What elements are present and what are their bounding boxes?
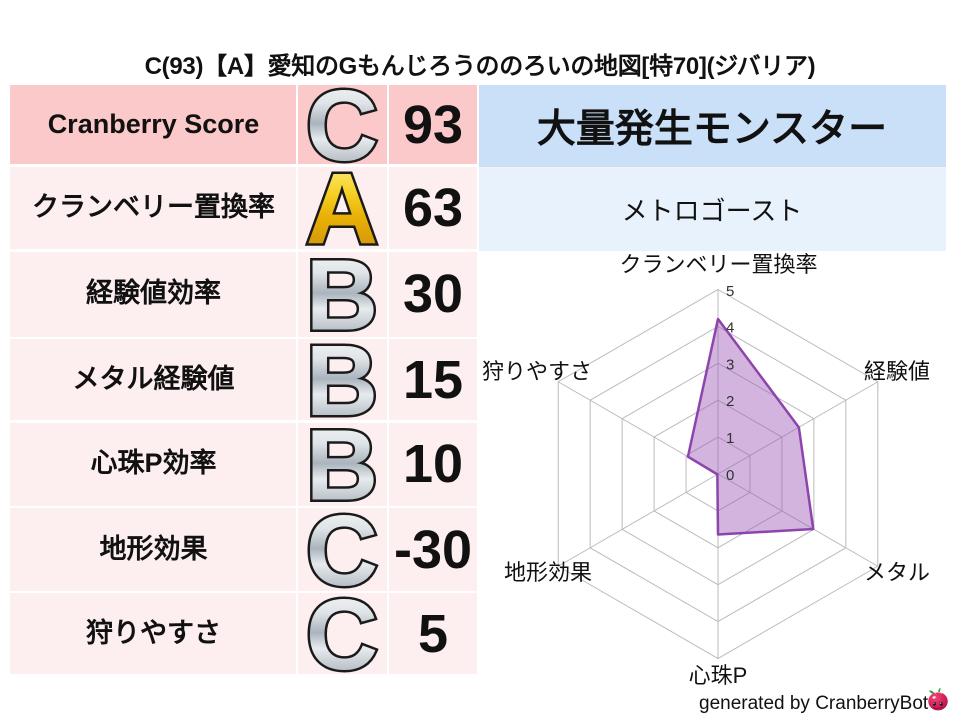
svg-text:0: 0 bbox=[726, 467, 734, 484]
svg-text:地形効果: 地形効果 bbox=[504, 560, 592, 585]
svg-text:3: 3 bbox=[726, 356, 734, 373]
svg-text:クランベリー置換率: クランベリー置換率 bbox=[619, 252, 817, 277]
svg-text:1: 1 bbox=[726, 430, 734, 447]
svg-text:心珠P: 心珠P bbox=[689, 663, 748, 688]
svg-text:4: 4 bbox=[726, 319, 734, 336]
svg-text:2: 2 bbox=[726, 393, 734, 410]
svg-text:経験値: 経験値 bbox=[864, 359, 930, 384]
svg-text:狩りやすさ: 狩りやすさ bbox=[482, 359, 592, 384]
svg-text:メタル: メタル bbox=[864, 560, 930, 585]
svg-text:5: 5 bbox=[726, 283, 734, 300]
